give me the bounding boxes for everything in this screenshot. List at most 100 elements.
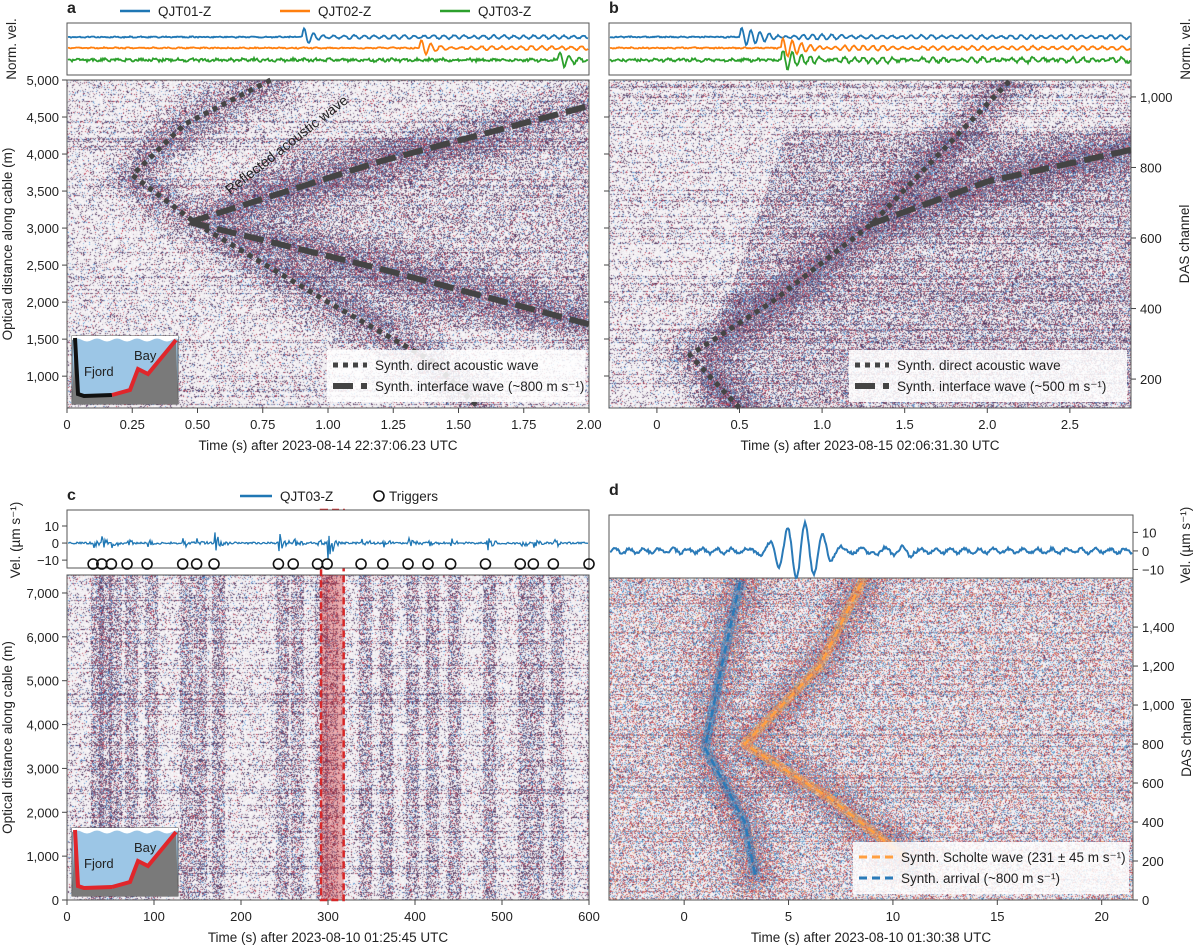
y-tick-label: 200 xyxy=(1142,854,1164,869)
y-tick-label: 800 xyxy=(1142,737,1164,752)
trigger-marker xyxy=(583,558,595,570)
panel-a: 0 0.25 0.50 0.75 1.00 1.25 1.50 1.75 2.00 Time (s… xyxy=(0,0,602,453)
legend-label: QJT02-Z xyxy=(318,4,371,19)
x-tick-label: 0.75 xyxy=(250,417,275,432)
x-tick-label: 100 xyxy=(143,909,165,924)
x-tick-label: 1.25 xyxy=(381,417,406,432)
trace-frame xyxy=(608,514,1134,579)
overlay-dotted-line xyxy=(687,78,1013,410)
y-tick-label: 7,000 xyxy=(26,586,59,601)
panel-label: a xyxy=(67,0,76,17)
x-tick-label: 600 xyxy=(578,909,600,924)
legend-label: QJT03-Z xyxy=(478,4,531,19)
overlay-dashed-line xyxy=(188,103,590,226)
trigger-marker xyxy=(105,558,118,570)
trace-y-label: Norm. vel. xyxy=(1178,18,1193,80)
legend-label: QJT01-Z xyxy=(158,4,211,19)
y-tick-label: 2,500 xyxy=(26,258,59,273)
x-tick-label: 0 xyxy=(63,909,70,924)
trace-line-3 xyxy=(67,51,589,70)
y-tick-label: 0 xyxy=(52,893,59,908)
panel-b: 0 0.5 1.0 1.5 2.0 2.5 Time (s) after 2023-08-1… xyxy=(604,0,1193,453)
legend-label: Synth. interface wave (~800 m s⁻¹) xyxy=(375,379,584,394)
legend-label: Synth. Scholte wave (231 ± 45 m s⁻¹) xyxy=(901,850,1126,865)
x-tick-label: 10 xyxy=(886,909,900,924)
y-tick-label: 2,000 xyxy=(26,295,59,310)
x-tick-label: 400 xyxy=(404,909,426,924)
trace-y-tick-label: 0 xyxy=(1142,544,1149,559)
y-tick-label: 400 xyxy=(1142,815,1164,830)
legend-label: Synth. interface wave (~500 m s⁻¹) xyxy=(897,379,1106,394)
inset-cable-segment xyxy=(111,338,178,397)
y-tick-label: 2,000 xyxy=(26,805,59,820)
x-axis-label: Time (s) after 2023-08-14 22:37:06.23 UT… xyxy=(198,438,457,453)
x-tick-label: 300 xyxy=(317,909,339,924)
trace-y-tick-label: 10 xyxy=(45,519,59,534)
y-tick-label: 1,400 xyxy=(1142,620,1175,635)
x-axis-label: Time (s) after 2023-08-15 02:06:31.30 UT… xyxy=(740,438,999,453)
x-tick-label: 0 xyxy=(653,417,660,432)
x-axis-label: Time (s) after 2023-08-10 01:30:38 UTC xyxy=(751,930,992,945)
legend-box xyxy=(327,350,585,402)
inset-cable-segment xyxy=(73,337,113,399)
panel-label: c xyxy=(67,487,76,504)
y-tick-label: 1,500 xyxy=(26,332,59,347)
x-tick-label: 0 xyxy=(63,417,70,432)
y-axis-label: Optical distance along cable (m) xyxy=(0,641,15,834)
y-tick-label: 4,000 xyxy=(26,718,59,733)
legend-box xyxy=(853,842,1129,894)
trigger-marker xyxy=(514,558,527,570)
inset-cable-segment xyxy=(73,829,113,891)
x-tick-label: 2.00 xyxy=(576,417,601,432)
x-tick-label: 0.5 xyxy=(730,417,748,432)
trace-line-2 xyxy=(609,36,1131,59)
trigger-marker xyxy=(272,558,285,570)
trigger-marker xyxy=(208,558,220,570)
inset-label-fjord: Fjord xyxy=(84,856,114,871)
trigger-marker xyxy=(422,558,434,570)
y-tick-label: 3,000 xyxy=(26,221,59,236)
overlay-dashed-line xyxy=(868,146,1132,228)
x-tick-label: 1.00 xyxy=(315,417,340,432)
trace-line xyxy=(609,518,1133,580)
y-tick-label: 800 xyxy=(1140,160,1162,175)
panel-label: b xyxy=(609,0,619,17)
trace-y-label: Vel. (µm s⁻¹) xyxy=(8,502,23,578)
inset-label-bay: Bay xyxy=(134,348,157,363)
y-tick-label: 600 xyxy=(1142,776,1164,791)
y-tick-label: 5,000 xyxy=(26,674,59,689)
trace-line-1 xyxy=(67,26,589,45)
inset-label-bay: Bay xyxy=(134,840,157,855)
y-tick-label: 4,000 xyxy=(26,147,59,162)
x-axis-label: Time (s) after 2023-08-10 01:25:45 UTC xyxy=(208,930,449,945)
y-tick-label: 1,000 xyxy=(1140,90,1173,105)
y-tick-label: 1,000 xyxy=(26,849,59,864)
trace-line-1 xyxy=(609,26,1131,47)
annotation-reflected-wave: Reflected acoustic wave xyxy=(222,92,351,198)
legend-box xyxy=(849,350,1127,402)
highlight-window-image xyxy=(321,575,344,900)
inset-seafloor xyxy=(72,830,178,896)
trace-y-tick-label: −10 xyxy=(37,553,59,568)
trigger-marker xyxy=(141,558,153,570)
trace-y-tick-label: 10 xyxy=(1142,525,1156,540)
x-tick-label: 1.0 xyxy=(813,417,831,432)
panel-d: 0 5 10 15 20 Time (s) after 2023-08-10 01:30:… xyxy=(608,482,1194,945)
y-tick-label: 3,500 xyxy=(26,184,59,199)
inset-seafloor xyxy=(72,338,178,404)
inset-cable-segment xyxy=(111,830,178,889)
trace-frame xyxy=(66,22,590,76)
overlay-dashed-line xyxy=(188,219,590,328)
y-tick-label: 4,500 xyxy=(26,110,59,125)
trace-line-2 xyxy=(67,39,589,57)
x-tick-label: 0.25 xyxy=(120,417,145,432)
image-frame xyxy=(608,79,1132,409)
y2-axis-label: DAS channel xyxy=(1177,205,1192,284)
inset-label-fjord: Fjord xyxy=(84,364,114,379)
inset-surface-waves xyxy=(72,336,178,342)
trace-y-tick-label: −10 xyxy=(1142,562,1164,577)
y-tick-label: 1,200 xyxy=(1142,659,1175,674)
x-tick-label: 500 xyxy=(491,909,513,924)
inset-surface-waves xyxy=(72,828,178,834)
